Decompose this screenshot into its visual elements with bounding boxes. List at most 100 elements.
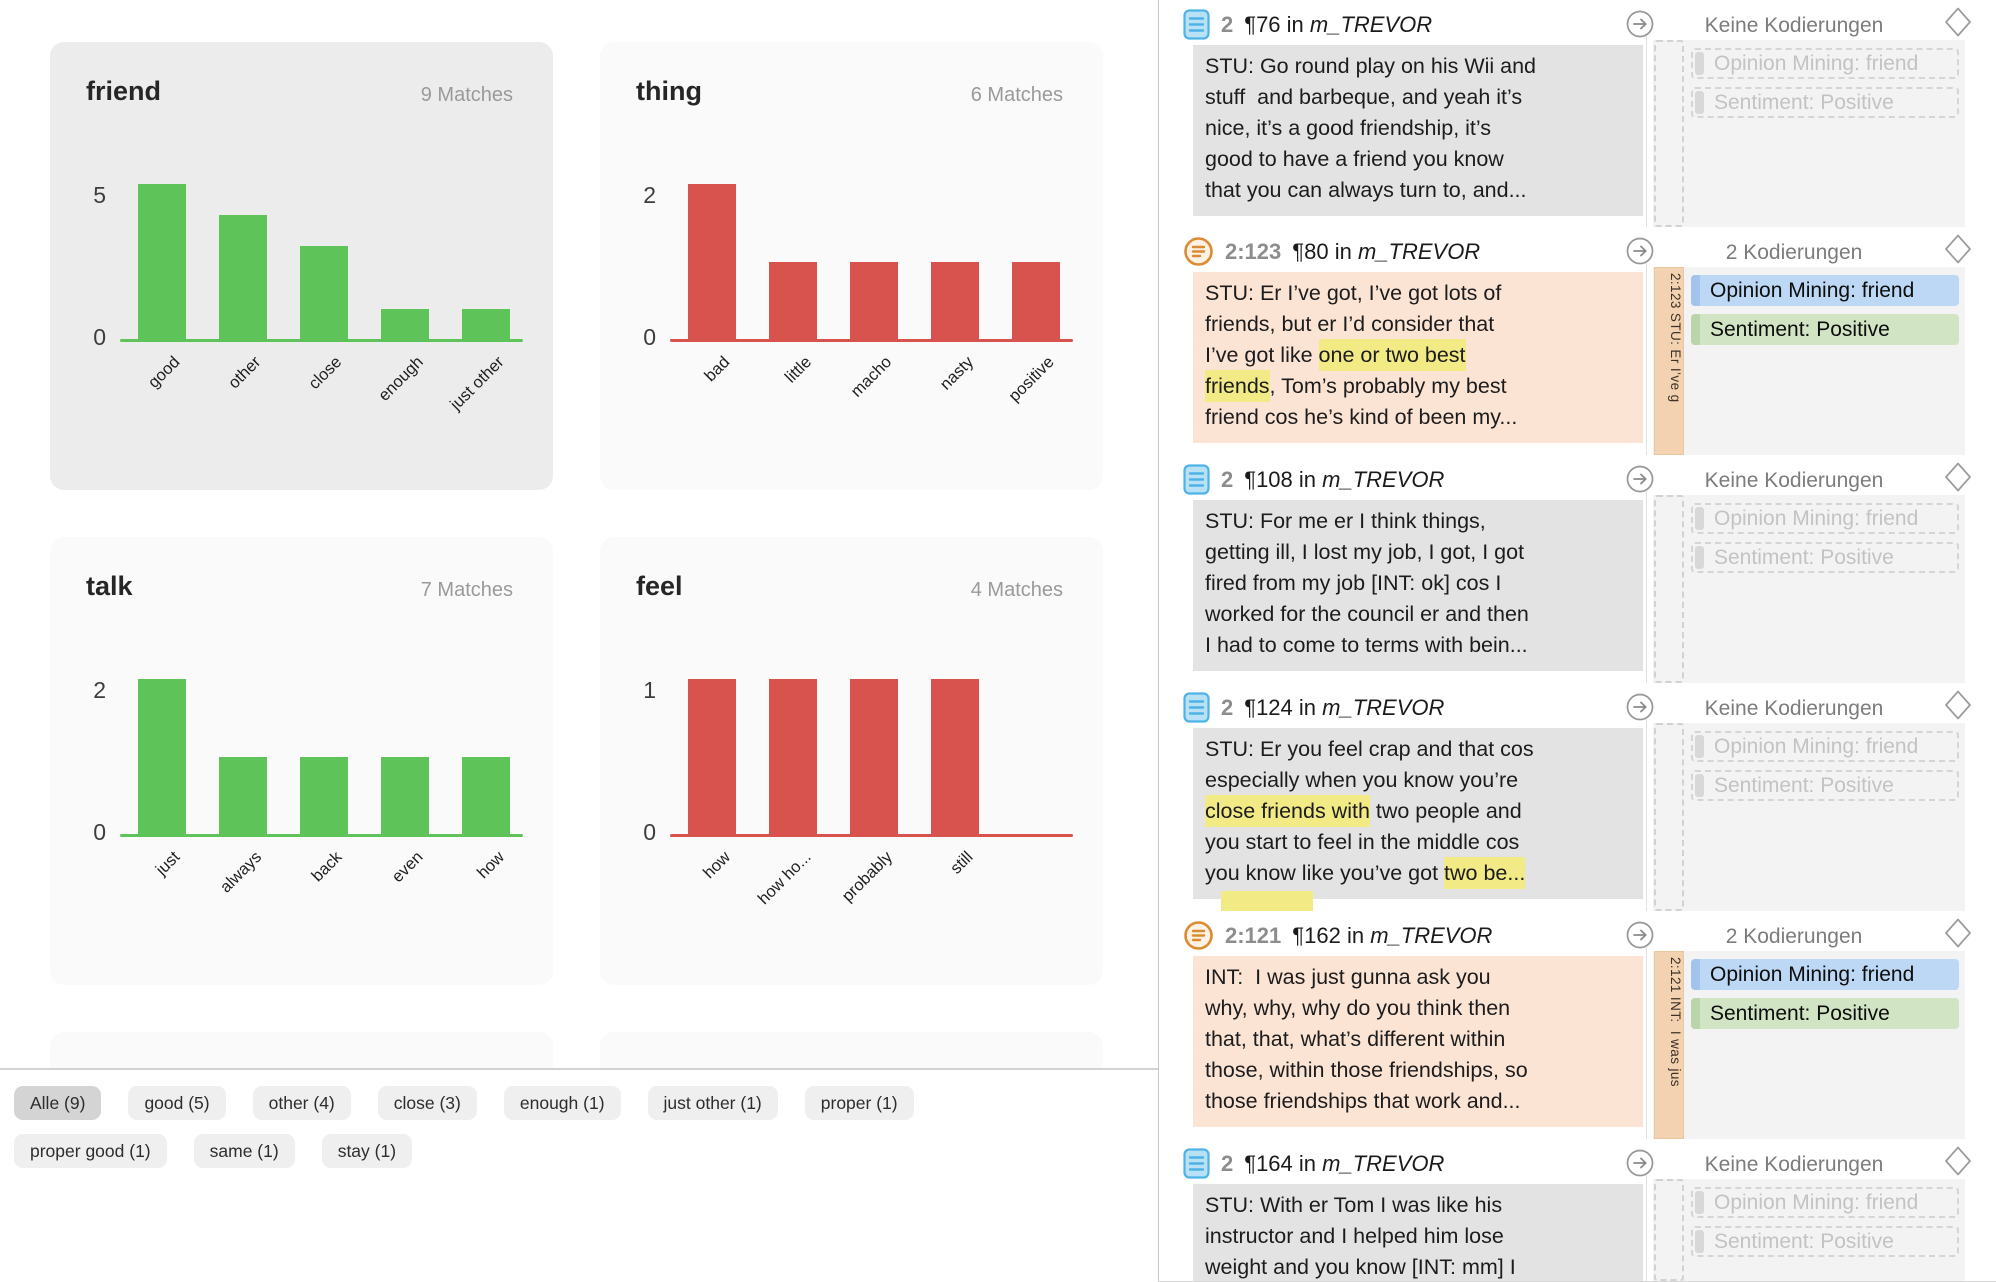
chart-card-feel[interactable]: feel 4 Matches 1 0 how how ho... probably still	[600, 537, 1103, 985]
bar-still[interactable]	[931, 679, 979, 835]
text-line: good to have a friend you know	[1205, 147, 1504, 171]
bar-how[interactable]	[462, 757, 510, 835]
filter-chip-enough-1[interactable]: enough (1)	[503, 1086, 621, 1120]
autocode-diamond-button[interactable]	[1943, 1145, 1973, 1177]
bar-probably[interactable]	[850, 679, 898, 835]
bar-back[interactable]	[300, 757, 348, 835]
x-axis-line	[120, 339, 523, 342]
text-line: STU: Go round play on his Wii and	[1205, 54, 1537, 78]
text-line: friends, Tom’s probably my best	[1205, 370, 1633, 402]
bar-other[interactable]	[219, 215, 267, 340]
chart-card-thing[interactable]: thing 6 Matches 2 0 bad little macho nasty posit…	[600, 42, 1103, 490]
code-chip[interactable]: Sentiment: Positive	[1691, 314, 1959, 345]
bar-enough[interactable]	[381, 309, 429, 340]
bar-bad[interactable]	[688, 184, 736, 340]
search-hit-highlight: close friends with	[1205, 795, 1370, 827]
column-divider	[1646, 947, 1647, 1139]
open-document-arrow-icon	[1626, 465, 1654, 493]
suggested-code-chip[interactable]: Sentiment: Positive	[1691, 87, 1959, 118]
suggested-code-chip[interactable]: Opinion Mining: friend	[1691, 503, 1959, 534]
ghost-segment-strip[interactable]	[1654, 40, 1684, 227]
bar-how ho...[interactable]	[769, 679, 817, 835]
bar-close[interactable]	[300, 246, 348, 340]
ghost-segment-strip[interactable]	[1654, 723, 1684, 911]
filter-chip-proper-good-1[interactable]: proper good (1)	[14, 1134, 167, 1168]
coded-segments-pane: 2 ¶76 in m_TREVOR Keine Kodierungen STU: Go…	[1158, 0, 1996, 1282]
segment-row[interactable]: 2:121 ¶162 in m_TREVOR 2 Kodierungen INT: I…	[1159, 911, 1996, 1140]
paragraph-number: ¶164	[1244, 1150, 1293, 1176]
x-axis-line	[670, 834, 1073, 837]
filter-chip-close-3[interactable]: close (3)	[377, 1086, 477, 1120]
filter-chip-alle-9[interactable]: Alle (9)	[14, 1086, 102, 1120]
segment-row[interactable]: 2:123 ¶80 in m_TREVOR 2 Kodierungen STU: Er…	[1159, 227, 1996, 456]
text-line: I had to come to terms with bein...	[1205, 633, 1528, 657]
suggested-code-chip[interactable]: Sentiment: Positive	[1691, 1226, 1959, 1257]
chart-card-talk[interactable]: talk 7 Matches 2 0 just always back even how	[50, 537, 553, 985]
bar-little[interactable]	[769, 262, 817, 340]
segment-text[interactable]: INT: I was just gunna ask you why, why, w…	[1193, 956, 1643, 1127]
filter-chip-stay-1[interactable]: stay (1)	[321, 1134, 413, 1168]
text-line: close friends with two people and	[1205, 795, 1633, 827]
ghost-segment-strip[interactable]	[1654, 1179, 1684, 1281]
go-to-source-button[interactable]	[1626, 10, 1654, 38]
autocode-diamond-button[interactable]	[1943, 689, 1973, 721]
code-color-tab	[1695, 91, 1704, 114]
autocode-diamond-button[interactable]	[1943, 917, 1973, 949]
segment-text[interactable]: STU: With er Tom I was like his instructo…	[1193, 1184, 1643, 1281]
segment-row[interactable]: 2 ¶124 in m_TREVOR Keine Kodierungen STU: E…	[1159, 683, 1996, 912]
text-line: those, within those friendships, so	[1205, 1058, 1528, 1082]
chart-title: feel	[636, 571, 683, 601]
autocode-diamond-button[interactable]	[1943, 233, 1973, 265]
codings-status: 2 Kodierungen	[1725, 925, 1863, 948]
segment-header: 2 ¶108 in m_TREVOR	[1183, 464, 1444, 495]
filter-chip-other-4[interactable]: other (4)	[252, 1086, 351, 1120]
suggested-code-chip[interactable]: Opinion Mining: friend	[1691, 48, 1959, 79]
segment-id: 2	[1221, 694, 1234, 720]
bar-good[interactable]	[138, 184, 186, 340]
bar-how[interactable]	[688, 679, 736, 835]
go-to-source-button[interactable]	[1626, 1149, 1654, 1177]
go-to-source-button[interactable]	[1626, 237, 1654, 265]
bar-macho[interactable]	[850, 262, 898, 340]
bar-positive[interactable]	[1012, 262, 1060, 340]
x-axis-label: how	[473, 848, 508, 883]
segment-row[interactable]: 2 ¶76 in m_TREVOR Keine Kodierungen STU: Go…	[1159, 0, 1996, 228]
segment-text[interactable]: STU: Er I’ve got, I’ve got lots of friend…	[1193, 272, 1643, 443]
code-chip[interactable]: Opinion Mining: friend	[1691, 275, 1959, 306]
ghost-segment-strip[interactable]	[1654, 495, 1684, 683]
code-label: Sentiment: Positive	[1714, 773, 1894, 797]
bar-just[interactable]	[138, 679, 186, 835]
go-to-source-button[interactable]	[1626, 921, 1654, 949]
go-to-source-button[interactable]	[1626, 693, 1654, 721]
segment-row[interactable]: 2 ¶164 in m_TREVOR Keine Kodierungen STU: W…	[1159, 1139, 1996, 1282]
suggested-code-chip[interactable]: Opinion Mining: friend	[1691, 731, 1959, 762]
chart-card-friend[interactable]: friend 9 Matches 5 0 good other close enough jus…	[50, 42, 553, 490]
coded-segment-strip[interactable]: 2:121 INT: I was jus	[1654, 951, 1684, 1139]
bar-always[interactable]	[219, 757, 267, 835]
search-hit-highlight: two be...	[1444, 857, 1526, 889]
segment-text[interactable]: STU: Go round play on his Wii and stuff a…	[1193, 45, 1643, 216]
suggested-code-chip[interactable]: Sentiment: Positive	[1691, 542, 1959, 573]
filter-chip-same-1[interactable]: same (1)	[193, 1134, 295, 1168]
bar-nasty[interactable]	[931, 262, 979, 340]
go-to-source-button[interactable]	[1626, 465, 1654, 493]
code-chip[interactable]: Opinion Mining: friend	[1691, 959, 1959, 990]
segment-text[interactable]: STU: Er you feel crap and that cos especi…	[1193, 728, 1643, 899]
matches-count: 9 Matches	[420, 84, 513, 106]
bar-even[interactable]	[381, 757, 429, 835]
autocode-diamond-button[interactable]	[1943, 461, 1973, 493]
filter-chip-good-5[interactable]: good (5)	[128, 1086, 226, 1120]
suggested-code-chip[interactable]: Sentiment: Positive	[1691, 770, 1959, 801]
segment-header: 2 ¶76 in m_TREVOR	[1183, 9, 1432, 40]
bars-group	[138, 679, 510, 835]
segment-text[interactable]: STU: For me er I think things, getting il…	[1193, 500, 1643, 671]
matches-count: 4 Matches	[970, 579, 1063, 601]
coded-segment-strip[interactable]: 2:123 STU: Er I’ve g	[1654, 267, 1684, 455]
autocode-diamond-button[interactable]	[1943, 6, 1973, 38]
code-chip[interactable]: Sentiment: Positive	[1691, 998, 1959, 1029]
bar-just other[interactable]	[462, 309, 510, 340]
suggested-code-chip[interactable]: Opinion Mining: friend	[1691, 1187, 1959, 1218]
filter-chip-just-other-1[interactable]: just other (1)	[647, 1086, 778, 1120]
filter-chip-proper-1[interactable]: proper (1)	[804, 1086, 914, 1120]
segment-row[interactable]: 2 ¶108 in m_TREVOR Keine Kodierungen STU: F…	[1159, 455, 1996, 684]
